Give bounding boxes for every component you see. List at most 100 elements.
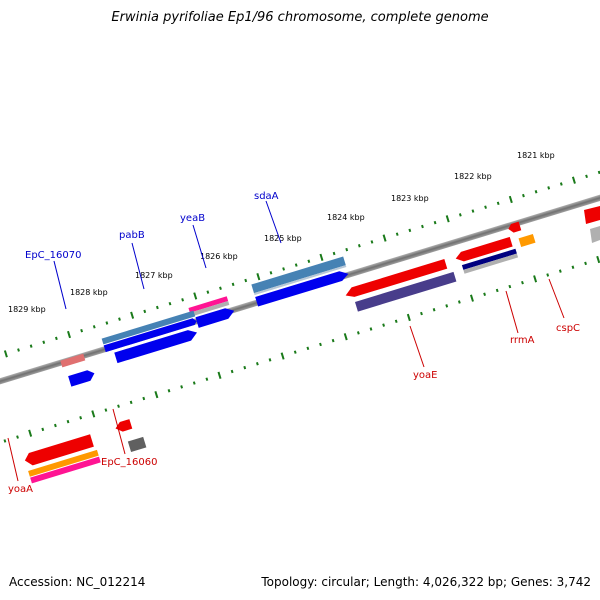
gene-sdaA-shadow [253, 265, 347, 296]
ruler-dot [445, 304, 449, 308]
gene-yoaA-red[interactable] [23, 434, 94, 467]
label-rrmA[interactable]: rrmA [510, 335, 535, 346]
gene-blue-arrow-3[interactable] [103, 317, 198, 353]
gene-yoaA-orange[interactable] [28, 449, 99, 477]
ruler-dot [495, 288, 499, 293]
gene-yoaE[interactable] [354, 271, 457, 312]
ruler-dot [66, 419, 70, 424]
gene-blue-arrow-2[interactable] [195, 306, 236, 328]
ruler-dot [143, 309, 147, 314]
gene-blue-arrow-5[interactable] [68, 369, 96, 387]
gene-pabB[interactable] [101, 310, 196, 345]
ruler-dot [192, 381, 196, 385]
ruler-dot [420, 311, 423, 316]
gene-EpC_16060-red[interactable] [114, 419, 133, 433]
ruler-dot [496, 201, 500, 206]
ruler-dot [105, 321, 109, 325]
gene-cspC[interactable] [518, 234, 536, 248]
ruler-dot [522, 193, 525, 198]
ruler-dot [331, 338, 335, 343]
gene-yeaB[interactable] [188, 296, 229, 313]
label-EpC_16060[interactable]: EpC_16060 [101, 457, 157, 468]
gene-rrmA[interactable] [461, 248, 517, 270]
gene-sdaA[interactable] [251, 256, 346, 294]
ruler-dot [3, 439, 7, 443]
ruler-dot [181, 298, 185, 302]
ruler-dot [369, 327, 373, 331]
ruler-dot [332, 251, 336, 256]
ruler-major-tick [280, 352, 285, 360]
ruler-major-tick [571, 176, 576, 184]
gene-red-edge[interactable] [584, 206, 600, 224]
ruler-major-tick [91, 410, 96, 418]
ruler-dot [29, 344, 33, 348]
ruler-dot [42, 340, 46, 344]
gene-rrmA-red[interactable] [454, 236, 513, 264]
ruler-dot [117, 404, 120, 408]
ruler-dot [521, 280, 524, 285]
ruler-dot [41, 427, 45, 432]
ruler-dot [269, 271, 273, 275]
ruler-dot [16, 435, 19, 439]
ruler-major-tick [319, 253, 324, 261]
ruler-label-1824: 1824 kbp [327, 213, 365, 222]
ruler-dot [458, 213, 462, 217]
ruler-label-1823: 1823 kbp [391, 194, 429, 203]
ruler-major-tick [533, 275, 538, 283]
ruler-dot [307, 259, 311, 263]
ruler-dot [408, 228, 412, 233]
gene-EpC_16060[interactable] [127, 436, 147, 453]
ruler-major-tick [67, 330, 71, 339]
gene-blue-arrow-4[interactable] [114, 328, 199, 364]
gene-yoaA-pink[interactable] [30, 456, 101, 484]
ruler-major-tick [508, 195, 513, 204]
ruler-major-tick [445, 215, 450, 223]
ruler-dot [483, 292, 486, 297]
ruler-dot [219, 286, 222, 290]
ruler-label-1827: 1827 kbp [135, 271, 173, 280]
gene-cspC-red[interactable] [507, 221, 522, 234]
ruler-dot [231, 282, 235, 287]
ruler-major-tick [3, 350, 8, 358]
ruler-dot [319, 342, 322, 347]
ruler-dot [244, 278, 248, 283]
ruler-dot [534, 190, 538, 194]
ruler-major-tick [130, 311, 135, 319]
label-cspC[interactable]: cspC [556, 323, 580, 334]
ruler-dot [155, 305, 159, 310]
ruler-label-1828: 1828 kbp [70, 288, 108, 297]
ruler-dot [80, 328, 84, 333]
label-sdaA[interactable]: sdaA [254, 191, 279, 202]
ruler-label-1822: 1822 kbp [454, 172, 492, 181]
ruler-dot [558, 269, 562, 273]
gene-blue-arrow-1[interactable] [255, 269, 350, 307]
ruler-dot [345, 247, 349, 252]
ruler-label-1826: 1826 kbp [200, 252, 238, 261]
ruler-major-tick [217, 371, 222, 379]
ruler-dot [205, 377, 209, 381]
forward-genes [60, 206, 600, 387]
ruler-dot [17, 348, 20, 352]
label-yeaB[interactable]: yeaB [180, 213, 205, 224]
ruler-dot [421, 224, 424, 229]
label-yoaE[interactable]: yoaE [413, 370, 437, 381]
ruler-dot [395, 232, 399, 236]
ruler-dot [370, 240, 374, 244]
gene-EpC_16070[interactable] [60, 353, 86, 368]
ruler-dot [206, 290, 210, 294]
ruler-dot [268, 358, 272, 362]
ruler-dot [255, 362, 259, 366]
label-EpC_16070[interactable]: EpC_16070 [25, 250, 81, 261]
ruler-major-tick [382, 234, 387, 242]
ruler-dot [79, 416, 83, 420]
ruler-major-tick [469, 294, 474, 302]
ruler-dot [571, 265, 575, 269]
gene-yoaE-red[interactable] [344, 259, 448, 299]
ruler-dot [230, 369, 234, 374]
ruler-dot [293, 350, 297, 354]
label-pabB[interactable]: pabB [119, 230, 145, 241]
ruler-dot [356, 331, 360, 335]
label-yoaA[interactable]: yoaA [8, 484, 33, 495]
ruler-major-tick [28, 429, 33, 437]
